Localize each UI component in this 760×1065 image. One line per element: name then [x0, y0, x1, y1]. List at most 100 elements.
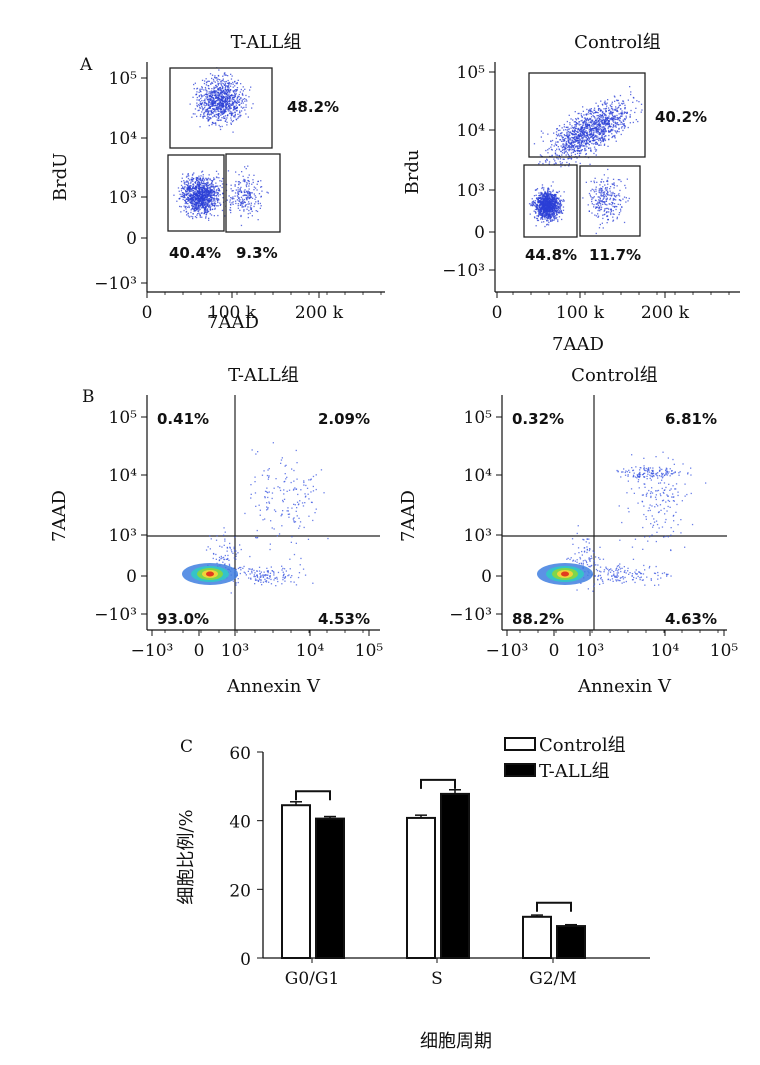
plot-a2-event — [559, 202, 562, 204]
plot-a2-event — [627, 126, 629, 129]
plot-a1-event — [226, 86, 229, 88]
plot-a2-event — [560, 132, 562, 134]
plot-a2-event — [612, 199, 614, 201]
plot-a2-event — [580, 131, 582, 133]
plot-a2-event — [595, 121, 597, 124]
plot-a2-event — [593, 115, 595, 118]
plot-a1-event — [257, 201, 259, 203]
plot-a2-event — [541, 216, 543, 219]
plot-a1-event — [205, 93, 207, 95]
plot-a1-event — [234, 106, 236, 108]
plot-a1-event — [206, 111, 208, 113]
plot-a1-event — [214, 76, 216, 79]
plot-b1-event — [296, 478, 298, 480]
plot-b1-event — [279, 489, 282, 492]
plot-a2-event — [591, 120, 593, 122]
plot-a1-event — [186, 194, 188, 196]
plot-a2-event — [551, 209, 554, 212]
plot-a2-event — [551, 203, 553, 205]
plot-a2-event — [554, 209, 556, 211]
plot-a2-event — [554, 152, 557, 154]
plot-a2-event — [609, 126, 611, 128]
plot-a2-event — [543, 201, 545, 204]
plot-a1-event — [206, 200, 209, 202]
plot-a2-event — [611, 130, 613, 132]
plot-a2-event — [554, 216, 556, 218]
plot-a2-event — [555, 200, 557, 202]
plot-a1-event — [185, 210, 188, 213]
plot-a1-event — [185, 181, 187, 183]
plot-a2-event — [608, 119, 611, 121]
plot-a2-event — [546, 199, 548, 201]
plot-a1-event — [266, 191, 268, 193]
plot-a1-event — [199, 197, 202, 199]
plot-a1-event — [213, 100, 215, 102]
plot-a1-event — [216, 79, 218, 81]
plot-a2-event — [559, 129, 561, 131]
plot-a2-event — [588, 124, 590, 126]
plot-a1-event — [215, 96, 218, 98]
plot-a2-event — [557, 201, 559, 204]
plot-a2-event — [595, 127, 598, 129]
plot-a1-event — [201, 88, 203, 90]
plot-a2-event — [533, 201, 535, 203]
plot-a2-event — [546, 207, 548, 209]
plot-a1-event — [219, 204, 221, 206]
plot-a1-event — [201, 199, 203, 201]
plot-a2-event — [620, 127, 623, 129]
plot-a1-event — [196, 202, 198, 204]
plot-a2-event — [531, 201, 533, 203]
plot-a1-event — [239, 91, 241, 93]
plot-a1-event — [241, 100, 243, 103]
plot-a2-event — [607, 99, 609, 101]
plot-a2-event — [593, 136, 595, 138]
plot-a1-event — [234, 195, 236, 197]
plot-a1-event — [183, 195, 186, 197]
plot-a1-event — [189, 188, 191, 190]
plot-a1-event — [246, 191, 248, 193]
plot-a1-event — [228, 195, 230, 197]
plot-a1-event — [213, 105, 216, 107]
plot-a1-event — [211, 121, 214, 124]
plot-a1-event — [251, 107, 253, 109]
plot-a2-event — [572, 127, 574, 129]
plot-a1-event — [188, 185, 190, 187]
plot-b1-event — [266, 509, 268, 511]
plot-a2-event — [536, 207, 539, 209]
plot-a2-event — [596, 142, 598, 144]
plot-a2-event — [570, 157, 573, 160]
plot-b1-y-tick-label: 10⁴ — [109, 466, 138, 486]
plot-a1-event — [199, 115, 202, 117]
plot-a1-event — [219, 119, 221, 121]
plot-a2-event — [573, 127, 575, 129]
plot-a1-event — [216, 93, 218, 95]
plot-a2-event — [570, 118, 572, 120]
plot-a2-event — [626, 112, 628, 114]
plot-a2-event — [587, 134, 589, 136]
plot-a2-event — [547, 192, 550, 194]
plot-a2-event — [589, 134, 591, 136]
plot-a2-event — [587, 111, 590, 113]
plot-a2-event — [623, 221, 626, 224]
plot-a1-event — [234, 100, 236, 103]
plot-a2-event — [600, 100, 602, 102]
plot-a2-event — [552, 207, 554, 209]
plot-a2-event — [612, 191, 614, 194]
plot-a2-event — [617, 203, 619, 205]
plot-a1-event — [194, 188, 196, 190]
plot-a2-event — [602, 191, 604, 194]
plot-a2-event — [600, 120, 602, 123]
plot-a2-event — [541, 192, 543, 194]
plot-a2-event — [630, 109, 632, 112]
plot-a2-event — [615, 124, 617, 127]
plot-a2-event — [585, 137, 587, 139]
plot-a1-event — [194, 113, 196, 115]
plot-a2-event — [559, 161, 561, 163]
plot-a2-event — [614, 130, 616, 132]
plot-a1-event — [226, 95, 229, 97]
plot-a1-event — [186, 187, 188, 189]
plot-a1-event — [200, 203, 203, 205]
plot-a2-event — [555, 215, 557, 217]
plot-a2-event — [584, 128, 586, 130]
plot-a1-event — [203, 184, 205, 186]
